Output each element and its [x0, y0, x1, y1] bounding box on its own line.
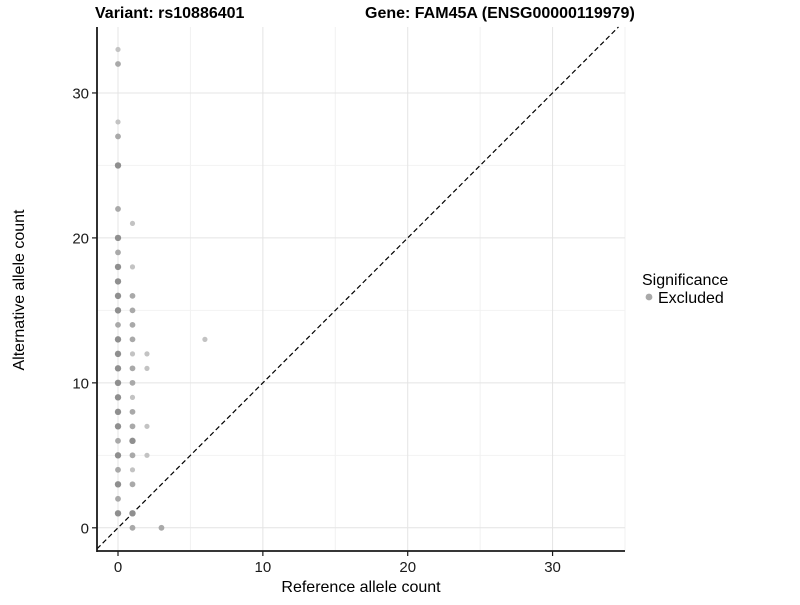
data-point: [129, 264, 136, 270]
data-point: [129, 379, 136, 386]
data-point: [129, 467, 136, 473]
data-point: [158, 524, 165, 531]
points-layer: [114, 46, 208, 531]
x-axis-tick-labels: 0 10 20 30: [114, 559, 561, 576]
data-point: [114, 292, 122, 300]
legend-point-excluded-icon: [645, 293, 653, 301]
y-axis-ticks: [92, 92, 97, 529]
data-point: [114, 379, 122, 387]
data-point: [114, 350, 122, 358]
data-point: [115, 321, 121, 328]
data-point: [115, 466, 121, 473]
y-tick-label: 10: [72, 375, 89, 392]
data-point: [114, 307, 122, 314]
data-point: [114, 510, 122, 517]
data-point: [115, 437, 121, 444]
legend: Significance Excluded: [642, 272, 728, 307]
data-point: [114, 263, 122, 271]
data-point: [114, 408, 122, 416]
data-point: [115, 46, 121, 53]
data-point: [115, 119, 121, 125]
gene-title: Gene: FAM45A (ENSG00000119979): [365, 5, 635, 22]
data-point: [114, 365, 122, 372]
data-point: [114, 394, 122, 401]
legend-title: Significance: [642, 272, 728, 289]
data-point: [129, 452, 136, 459]
axis-lines: [96, 27, 625, 552]
y-axis-title: Alternative allele count: [11, 209, 28, 371]
data-point: [129, 292, 136, 299]
data-point: [129, 481, 136, 488]
data-point: [115, 61, 121, 67]
data-point: [115, 206, 121, 212]
data-point: [129, 336, 136, 343]
data-point: [129, 365, 136, 372]
data-point: [129, 423, 136, 430]
x-tick-label: 30: [544, 559, 561, 576]
minor-gridlines: [97, 27, 626, 551]
x-axis-title: Reference allele count: [281, 579, 441, 596]
data-point: [129, 524, 136, 531]
data-point: [202, 336, 208, 342]
data-point: [129, 351, 136, 357]
data-point: [144, 452, 150, 458]
data-point: [144, 423, 150, 429]
data-point: [129, 220, 136, 227]
data-point: [129, 408, 136, 415]
x-tick-label: 0: [114, 559, 122, 576]
variant-title: Variant: rs10886401: [95, 5, 245, 22]
data-point: [115, 495, 121, 502]
identity-line: [96, 26, 619, 550]
x-tick-label: 10: [255, 559, 272, 576]
data-point: [114, 336, 122, 343]
data-point: [114, 234, 122, 242]
data-point: [129, 321, 136, 328]
data-point: [144, 351, 150, 357]
data-point: [129, 394, 136, 400]
data-point: [114, 423, 122, 430]
data-point: [144, 365, 150, 371]
data-point: [114, 452, 122, 459]
data-point: [129, 510, 136, 517]
data-point: [129, 307, 136, 314]
data-point: [115, 249, 121, 256]
data-point: [114, 481, 122, 488]
data-point: [114, 162, 122, 169]
data-point: [114, 278, 122, 285]
data-point: [129, 437, 136, 445]
major-gridlines: [97, 27, 625, 551]
legend-label-excluded: Excluded: [658, 290, 724, 307]
data-point: [115, 133, 121, 140]
y-tick-label: 30: [72, 85, 89, 102]
y-tick-label: 0: [81, 520, 89, 537]
y-axis-tick-labels: 0 10 20 30: [72, 85, 89, 537]
x-axis-ticks: [117, 551, 554, 556]
x-tick-label: 20: [399, 559, 416, 576]
y-tick-label: 20: [72, 230, 89, 247]
